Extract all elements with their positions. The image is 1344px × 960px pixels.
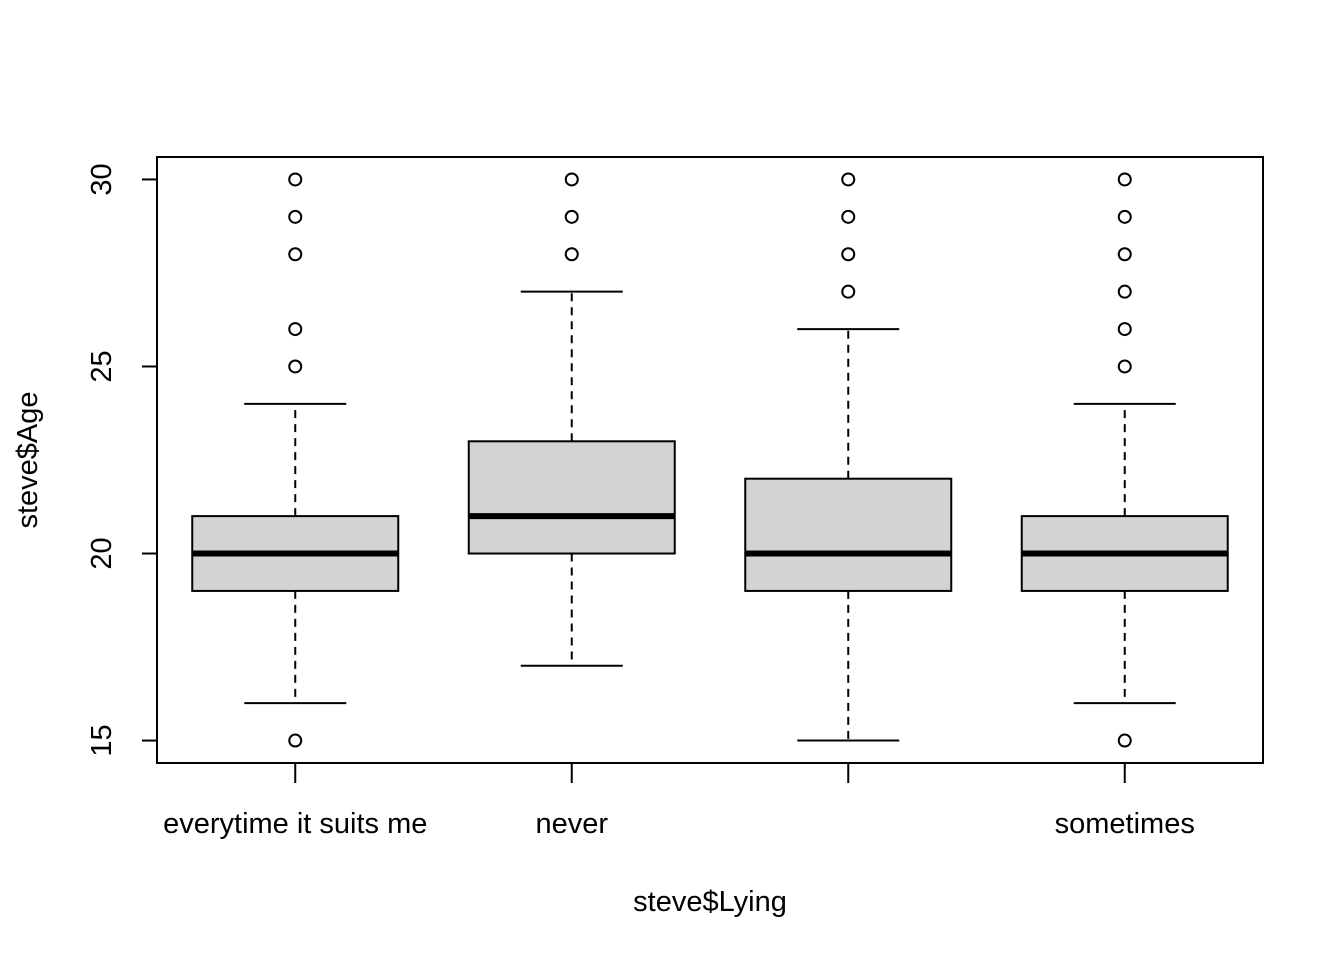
- x-tick-label: everytime it suits me: [163, 808, 427, 840]
- x-tick-label: never: [535, 808, 608, 840]
- outlier-point: [1117, 733, 1132, 748]
- outlier-point: [1117, 284, 1132, 299]
- box-group: [191, 172, 400, 748]
- outlier-point: [288, 322, 303, 337]
- outlier-point: [841, 209, 856, 224]
- x-tick-label: sometimes: [1055, 808, 1195, 840]
- box-iqr: [467, 440, 676, 555]
- outlier-point: [564, 172, 579, 187]
- outlier-point: [288, 247, 303, 262]
- box-group: [744, 172, 953, 742]
- y-tick-label: 30: [86, 163, 118, 195]
- outlier-point: [1117, 247, 1132, 262]
- outlier-point: [1117, 172, 1132, 187]
- x-axis-title: steve$Lying: [633, 886, 787, 918]
- y-tick-label: 20: [86, 537, 118, 569]
- outlier-point: [564, 247, 579, 262]
- x-axis: everytime it suits me never sometimes: [163, 763, 1195, 840]
- box-group: [1020, 172, 1229, 748]
- outlier-point: [841, 284, 856, 299]
- outlier-point: [288, 172, 303, 187]
- outlier-point: [288, 359, 303, 374]
- box-group: [467, 172, 676, 667]
- box-layer: [191, 172, 1229, 748]
- outlier-point: [288, 733, 303, 748]
- outlier-point: [1117, 322, 1132, 337]
- y-axis-title: steve$Age: [12, 391, 44, 528]
- y-tick-label: 25: [86, 350, 118, 382]
- y-tick-label: 15: [86, 724, 118, 756]
- outlier-point: [1117, 209, 1132, 224]
- outlier-point: [1117, 359, 1132, 374]
- outlier-point: [841, 247, 856, 262]
- outlier-point: [841, 172, 856, 187]
- plot-frame: [156, 156, 1264, 764]
- outlier-point: [564, 209, 579, 224]
- y-axis: 15 20 25 30: [86, 163, 158, 757]
- outlier-point: [288, 209, 303, 224]
- box-iqr: [744, 477, 953, 592]
